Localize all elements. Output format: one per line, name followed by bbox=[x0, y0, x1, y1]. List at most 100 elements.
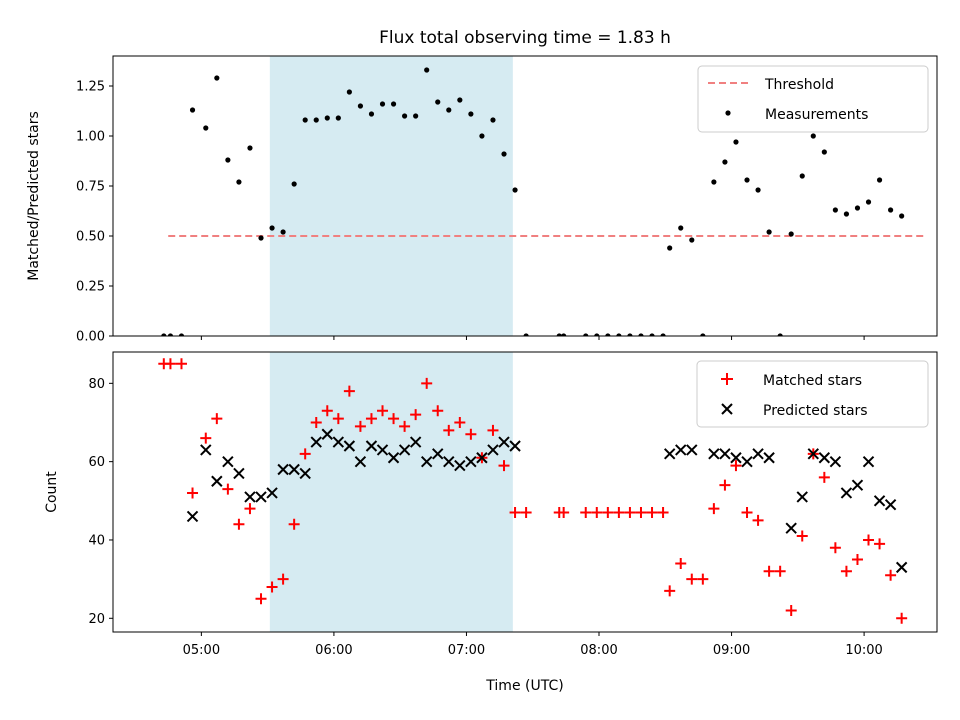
predicted-star-point bbox=[719, 448, 731, 460]
x-tick-label: 06:00 bbox=[315, 643, 352, 658]
top-plot-marks bbox=[161, 56, 924, 336]
predicted-star-point bbox=[851, 479, 864, 491]
predicted-star-point bbox=[873, 495, 886, 507]
matched-star-point bbox=[443, 424, 455, 436]
measurement-point bbox=[302, 117, 308, 123]
predicted-star-point bbox=[498, 436, 510, 448]
measurement-point bbox=[402, 113, 408, 119]
measurement-point bbox=[821, 149, 827, 155]
measurement-point bbox=[280, 229, 286, 235]
measurement-point bbox=[189, 107, 196, 113]
predicted-star-point bbox=[266, 487, 278, 499]
predicted-star-point bbox=[895, 561, 908, 574]
predicted-star-point bbox=[675, 444, 687, 456]
measurement-point bbox=[247, 145, 253, 151]
predicted-star-point bbox=[343, 440, 356, 452]
matched-star-point bbox=[664, 585, 676, 597]
measurement-point bbox=[799, 173, 805, 179]
measurement-point bbox=[479, 133, 485, 139]
measurement-point bbox=[357, 103, 364, 109]
bottom-series-2 bbox=[186, 428, 908, 574]
matched-star-point bbox=[200, 432, 212, 444]
matched-star-point bbox=[730, 460, 742, 472]
matched-star-point bbox=[635, 507, 647, 519]
predicted-star-point bbox=[376, 444, 389, 456]
measurement-point bbox=[379, 101, 386, 107]
bottom-axes-frame bbox=[112, 351, 938, 633]
matched-star-point bbox=[332, 413, 344, 425]
matched-star-point bbox=[175, 358, 187, 370]
predicted-star-point bbox=[509, 440, 521, 452]
predicted-star-point bbox=[420, 455, 433, 468]
measurement-point bbox=[413, 113, 419, 119]
predicted-star-point bbox=[862, 455, 875, 468]
measurement-point bbox=[788, 231, 794, 237]
predicted-star-point bbox=[186, 510, 199, 523]
matched-star-point bbox=[719, 479, 731, 491]
bottom-legend-frame bbox=[696, 360, 929, 428]
predicted-star-point bbox=[818, 452, 831, 464]
matched-star-point bbox=[410, 409, 422, 421]
measurement-point bbox=[616, 333, 622, 336]
matched-star-point bbox=[377, 405, 389, 417]
predicted-star-point bbox=[476, 452, 488, 464]
measurement-point bbox=[523, 333, 529, 336]
matched-star-point bbox=[874, 538, 886, 550]
measurement-point bbox=[733, 139, 739, 145]
measurement-point bbox=[258, 235, 264, 241]
predicted-star-point bbox=[443, 455, 455, 468]
matched-star-point bbox=[558, 507, 570, 519]
x-tick-label: 10:00 bbox=[845, 643, 882, 658]
matched-star-point bbox=[785, 604, 797, 616]
predicted-star-point bbox=[432, 448, 444, 460]
top-panel-title: Flux total observing time = 1.83 h bbox=[379, 28, 671, 48]
bottom-series-1 bbox=[158, 358, 908, 624]
measurement-point bbox=[766, 229, 772, 235]
measurement-point bbox=[660, 333, 666, 336]
matched-star-point bbox=[591, 507, 603, 519]
bottom-plot-area: 20 40 60 80 05:00 06:00 07:00 08:00 09:00 10:00 bbox=[88, 351, 938, 658]
top-y-tick-label: 1.00 bbox=[76, 130, 105, 145]
matched-star-point bbox=[421, 377, 433, 389]
bottom-panel-y-label: Count bbox=[44, 471, 60, 513]
matched-star-point bbox=[752, 514, 764, 526]
matched-star-point bbox=[646, 507, 658, 519]
predicted-star-point bbox=[365, 440, 378, 452]
measurement-point bbox=[203, 125, 209, 131]
matched-star-point bbox=[602, 507, 614, 519]
top-legend-frame bbox=[697, 65, 929, 133]
measurement-point bbox=[744, 177, 750, 183]
predicted-star-point bbox=[398, 444, 411, 456]
matched-star-point bbox=[164, 358, 176, 370]
measurement-point bbox=[512, 187, 518, 193]
measurement-point bbox=[722, 159, 728, 165]
matched-star-point bbox=[851, 554, 863, 566]
measurement-point bbox=[865, 199, 872, 205]
predicted-star-point bbox=[244, 491, 256, 503]
matched-star-point bbox=[211, 413, 223, 425]
legend-threshold-label: Threshold bbox=[764, 77, 834, 93]
x-tick-label: 09:00 bbox=[713, 643, 750, 658]
predicted-star-point bbox=[752, 448, 764, 460]
predicted-star-point bbox=[807, 448, 819, 460]
measurement-point bbox=[269, 225, 275, 231]
legend-matched-swatch bbox=[721, 373, 733, 385]
bottom-panel-x-label: Time (UTC) bbox=[485, 678, 563, 694]
predicted-star-point bbox=[277, 463, 289, 476]
measurement-point bbox=[561, 333, 567, 336]
measurement-point bbox=[468, 111, 474, 117]
legend-predicted-swatch bbox=[721, 403, 733, 415]
matched-star-point bbox=[741, 507, 753, 519]
matched-star-point bbox=[222, 483, 234, 495]
matched-star-point bbox=[896, 612, 908, 624]
predicted-star-point bbox=[321, 428, 333, 440]
measurement-point bbox=[700, 333, 706, 336]
measurement-point bbox=[225, 157, 231, 163]
bottom-panel-legend: Matched stars Predicted stars bbox=[696, 360, 929, 428]
matched-star-point bbox=[624, 507, 636, 519]
matched-star-point bbox=[465, 428, 477, 440]
predicted-star-point bbox=[387, 452, 400, 464]
bottom-observing-span bbox=[269, 352, 513, 632]
measurement-point bbox=[649, 333, 655, 336]
bottom-y-tick-label: 20 bbox=[88, 612, 105, 627]
